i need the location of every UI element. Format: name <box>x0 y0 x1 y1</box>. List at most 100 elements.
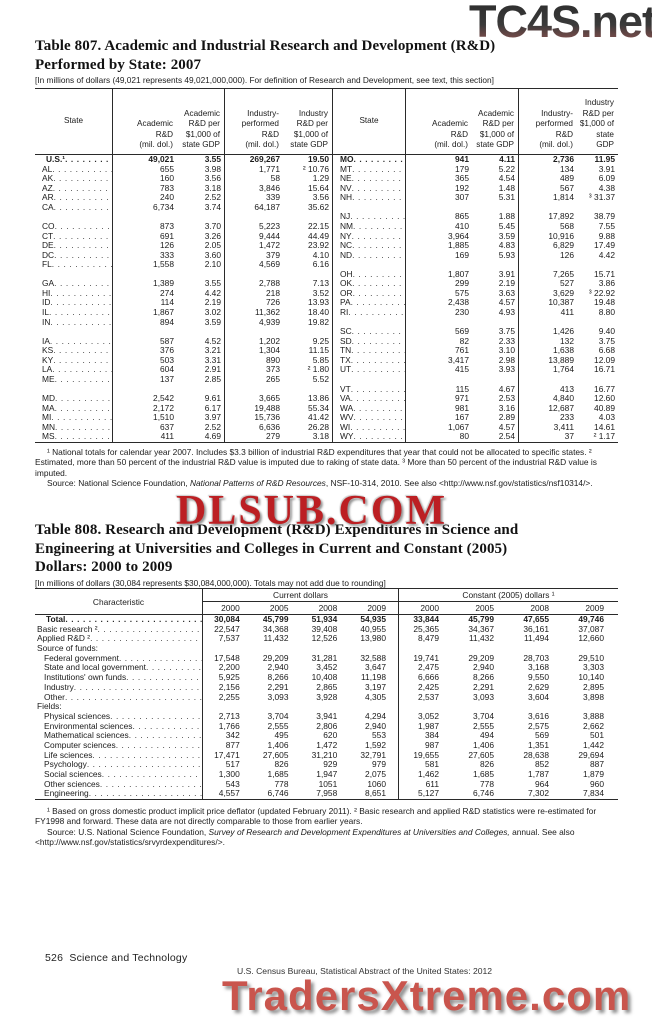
state-cell <box>333 317 406 328</box>
row-label-text: Other sciences <box>44 779 100 789</box>
dot-leader <box>354 432 406 442</box>
value-cell: 4.93 <box>472 307 519 318</box>
value-cell: 2.98 <box>472 355 519 366</box>
value-cell: 12.09 <box>594 354 615 365</box>
state-label: CT <box>42 231 54 241</box>
state-cell <box>35 384 113 395</box>
state-cell: MS <box>35 432 113 442</box>
value-cell: 35.62 <box>283 202 333 213</box>
value-cell: 167 <box>455 412 469 423</box>
source-title: Survey of Research and Development Expen… <box>208 826 510 837</box>
value-cell: 569 <box>455 326 469 337</box>
value-cell: 2,736 <box>553 154 574 164</box>
table807-title-line1: Table 807. Academic and Industrial Resea… <box>35 38 496 54</box>
state-cell: CA <box>35 202 113 213</box>
value-cell: 3,197 <box>365 681 386 692</box>
table808: Characteristic Current dollars Constant … <box>35 588 618 801</box>
value-cell: 5,127 <box>398 789 453 800</box>
dot-leader <box>352 184 405 194</box>
value-cell: 7,537 <box>218 633 240 644</box>
dot-leader <box>54 251 112 261</box>
dot-leader <box>53 346 112 356</box>
value-cell <box>177 384 225 395</box>
value-cell: 2,475 <box>398 663 453 674</box>
value-cell: 51,934 <box>311 614 338 624</box>
state-label: WI <box>340 422 351 432</box>
value-cell: 3,704 <box>473 710 494 721</box>
value-cell: 5.31 <box>472 193 519 203</box>
dot-leader <box>51 413 112 423</box>
value-cell: ² 1.17 <box>593 431 615 442</box>
value-cell: 887 <box>590 759 604 770</box>
value-cell: 9.61 <box>177 393 225 404</box>
value-cell: 3.10 <box>472 346 519 356</box>
value-cell: 1051 <box>318 778 338 789</box>
value-cell: 575 <box>455 287 469 298</box>
value-cell: 489 <box>560 173 574 184</box>
source-title: National Patterns of R&D Resources <box>189 478 326 489</box>
value-cell: 3.59 <box>177 317 225 328</box>
dot-leader <box>352 279 405 289</box>
state-cell: ID <box>35 298 113 308</box>
row-label: Industry <box>35 682 203 693</box>
dot-leader <box>50 289 112 299</box>
value-cell: 299 <box>455 278 469 289</box>
dot-leader <box>352 241 405 251</box>
value-cell: 778 <box>480 778 494 789</box>
state-label: MI <box>42 413 52 423</box>
table808-body: Total 30,084 45,799 51,934 54,935 33,844 45,79… <box>35 614 618 801</box>
value-cell: 865 <box>455 211 469 222</box>
value-cell: 3,846 <box>259 182 280 193</box>
row-label-text: Physical sciences <box>44 711 111 721</box>
row-label: State and local government <box>35 663 203 674</box>
value-cell: 6,829 <box>553 240 574 251</box>
state-cell: NE <box>333 174 406 184</box>
column-header: Industry R&D per $1,000 of state GDP <box>283 89 333 155</box>
state-cell: VA <box>333 394 406 404</box>
source-suffix: , NSF-10-314, 2010. See also <http://www… <box>325 478 593 489</box>
value-cell: 18.40 <box>283 307 333 318</box>
value-cell: 2.10 <box>177 260 225 270</box>
state-label: ME <box>42 374 55 384</box>
value-cell: 28,703 <box>523 652 549 663</box>
value-cell: 160 <box>160 173 174 184</box>
value-cell: 941 <box>455 154 469 164</box>
row-label: Physical sciences <box>35 711 203 722</box>
value-cell: 637 <box>160 421 174 432</box>
dot-leader <box>74 683 202 693</box>
value-cell: 2.52 <box>177 193 225 203</box>
table808-footnote-text: ¹ Based on gross domestic product implic… <box>35 806 597 827</box>
dot-leader <box>92 751 202 761</box>
value-cell: 6.68 <box>598 345 615 356</box>
value-cell: 2.19 <box>472 279 519 289</box>
value-cell: 4,939 <box>259 316 280 327</box>
value-cell: 32,588 <box>360 652 386 663</box>
row-label: Other <box>35 692 203 703</box>
value-cell: 2,255 <box>218 691 240 702</box>
column-header-year: 2000 <box>221 603 240 613</box>
value-cell: 11,494 <box>524 633 549 644</box>
value-cell: 3,452 <box>316 662 338 673</box>
value-cell: 179 <box>455 163 469 174</box>
value-cell: 31,210 <box>311 749 338 760</box>
value-cell: 1,202 <box>259 335 280 346</box>
value-cell: 1,807 <box>448 268 469 279</box>
value-cell: 7,958 <box>316 788 338 799</box>
value-cell: 169 <box>455 249 469 260</box>
value-cell: 3.21 <box>177 346 225 356</box>
column-header: Academic R&D per $1,000 of state GDP <box>472 89 519 155</box>
value-cell: 873 <box>160 220 174 231</box>
dot-leader <box>54 241 112 251</box>
state-label: LA <box>42 365 53 375</box>
row-label: Mathematical sciences <box>35 731 203 741</box>
value-cell: 543 <box>225 778 240 789</box>
state-label: MS <box>42 432 55 442</box>
value-cell: 981 <box>455 402 469 413</box>
value-cell: 16.77 <box>594 383 615 394</box>
value-cell: 2,713 <box>218 710 240 721</box>
column-group-constant-dollars: Constant (2005) dollars ¹ <box>398 589 618 602</box>
value-cell: 13,889 <box>548 354 574 365</box>
dot-leader <box>352 232 405 242</box>
value-cell: 1,592 <box>365 739 386 750</box>
